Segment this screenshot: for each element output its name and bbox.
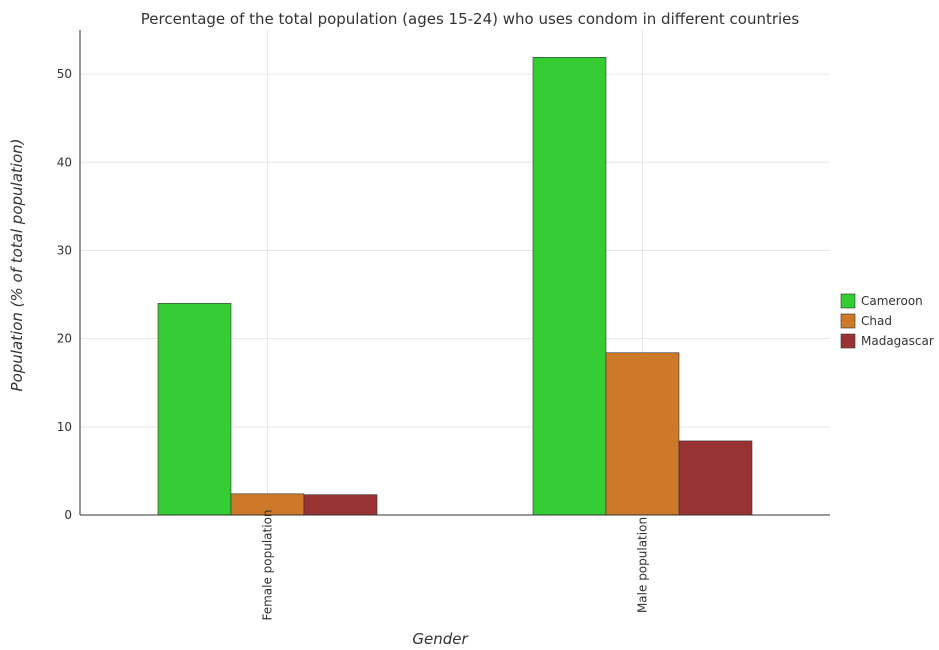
bars xyxy=(157,57,753,516)
bar-madagascar-female xyxy=(303,494,378,516)
legend: Cameroon Chad Madagascar xyxy=(840,293,934,349)
y-tick-label: 10 xyxy=(57,420,72,434)
y-tick-labels: 0 10 20 30 40 50 xyxy=(57,67,72,522)
legend-swatch xyxy=(840,333,856,349)
bar-cameroon-male xyxy=(532,57,607,516)
legend-label: Chad xyxy=(861,314,892,328)
chart-title: Percentage of the total population (ages… xyxy=(141,10,800,28)
axes xyxy=(79,30,830,516)
legend-label: Madagascar xyxy=(861,334,934,348)
y-tick-label: 0 xyxy=(64,508,72,522)
bar-madagascar-male xyxy=(678,440,753,516)
y-axis-label: Population (% of total population) xyxy=(8,139,26,392)
legend-label: Cameroon xyxy=(861,294,923,308)
bar-cameroon-female xyxy=(157,303,232,516)
y-tick-label: 50 xyxy=(57,67,72,81)
bar-chad-male xyxy=(605,352,680,516)
x-tick-label: Female population xyxy=(261,509,275,620)
legend-swatch xyxy=(840,293,856,309)
y-tick-label: 20 xyxy=(57,332,72,346)
legend-swatch xyxy=(840,313,856,329)
x-tick-labels: Female population Male population xyxy=(261,509,650,620)
x-tick-label: Male population xyxy=(636,517,650,613)
y-tick-label: 30 xyxy=(57,243,72,257)
x-axis-label: Gender xyxy=(412,630,468,648)
y-tick-label: 40 xyxy=(57,155,72,169)
